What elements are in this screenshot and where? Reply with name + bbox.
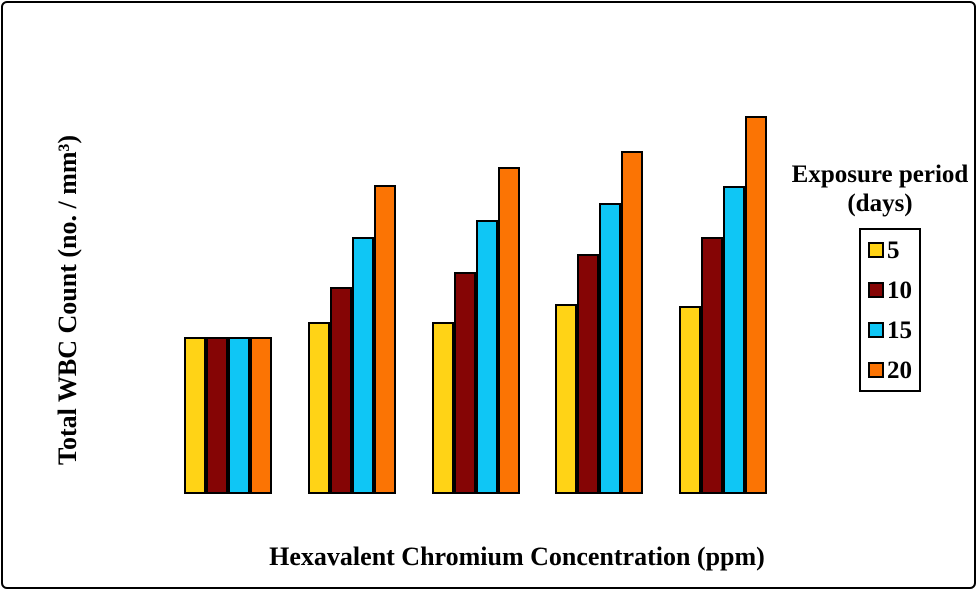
bar-group3-series10 bbox=[453, 272, 476, 494]
bar-group5-series10 bbox=[701, 237, 723, 494]
bar-group3-series20 bbox=[497, 167, 520, 494]
legend-item-label: 5 bbox=[887, 236, 900, 264]
bar-group4-series10 bbox=[577, 254, 600, 494]
legend-title: Exposure period (days) bbox=[770, 160, 977, 218]
bar-group5-series15 bbox=[723, 186, 745, 494]
legend-title-line1: Exposure period bbox=[791, 161, 969, 188]
bar-group4-series15 bbox=[599, 203, 622, 494]
bar-group-3 bbox=[431, 167, 520, 494]
legend-title-line2: (days) bbox=[847, 190, 913, 217]
bar-group-1 bbox=[184, 337, 272, 494]
bar-group4-series20 bbox=[621, 151, 644, 494]
bar-group1-series15 bbox=[228, 337, 250, 494]
bar-group2-series5 bbox=[307, 322, 330, 494]
y-axis-label: Total WBC Count (no. / mm³) bbox=[53, 135, 82, 465]
bar-group2-series20 bbox=[373, 185, 396, 494]
legend-item-15: 15 bbox=[868, 318, 919, 343]
x-axis-label: Hexavalent Chromium Concentration (ppm) bbox=[269, 542, 765, 571]
legend-swatch-icon bbox=[868, 362, 884, 378]
bar-group-4 bbox=[555, 151, 644, 494]
bar-group1-series10 bbox=[206, 337, 228, 494]
legend-item-label: 20 bbox=[887, 356, 912, 384]
legend-swatch-icon bbox=[868, 322, 884, 338]
plot-area bbox=[184, 96, 767, 494]
bar-group1-series5 bbox=[184, 337, 206, 494]
bar-group3-series15 bbox=[475, 220, 498, 494]
bar-group2-series15 bbox=[351, 237, 374, 494]
bar-group-2 bbox=[307, 185, 396, 494]
bar-group5-series5 bbox=[679, 306, 701, 494]
legend-swatch-icon bbox=[868, 242, 884, 258]
bar-group-5 bbox=[679, 116, 767, 494]
bar-group2-series10 bbox=[329, 287, 352, 494]
legend-swatch-icon bbox=[868, 282, 884, 298]
legend-item-10: 10 bbox=[868, 278, 919, 303]
legend-item-label: 15 bbox=[887, 316, 912, 344]
legend-box: 5 10 15 20 bbox=[859, 228, 921, 392]
legend-item-5: 5 bbox=[868, 238, 919, 263]
bar-group3-series5 bbox=[431, 322, 454, 494]
bar-group1-series20 bbox=[250, 337, 272, 494]
bar-group4-series5 bbox=[555, 304, 578, 494]
legend-item-label: 10 bbox=[887, 276, 912, 304]
legend-item-20: 20 bbox=[868, 358, 919, 383]
bar-group5-series20 bbox=[745, 116, 767, 494]
